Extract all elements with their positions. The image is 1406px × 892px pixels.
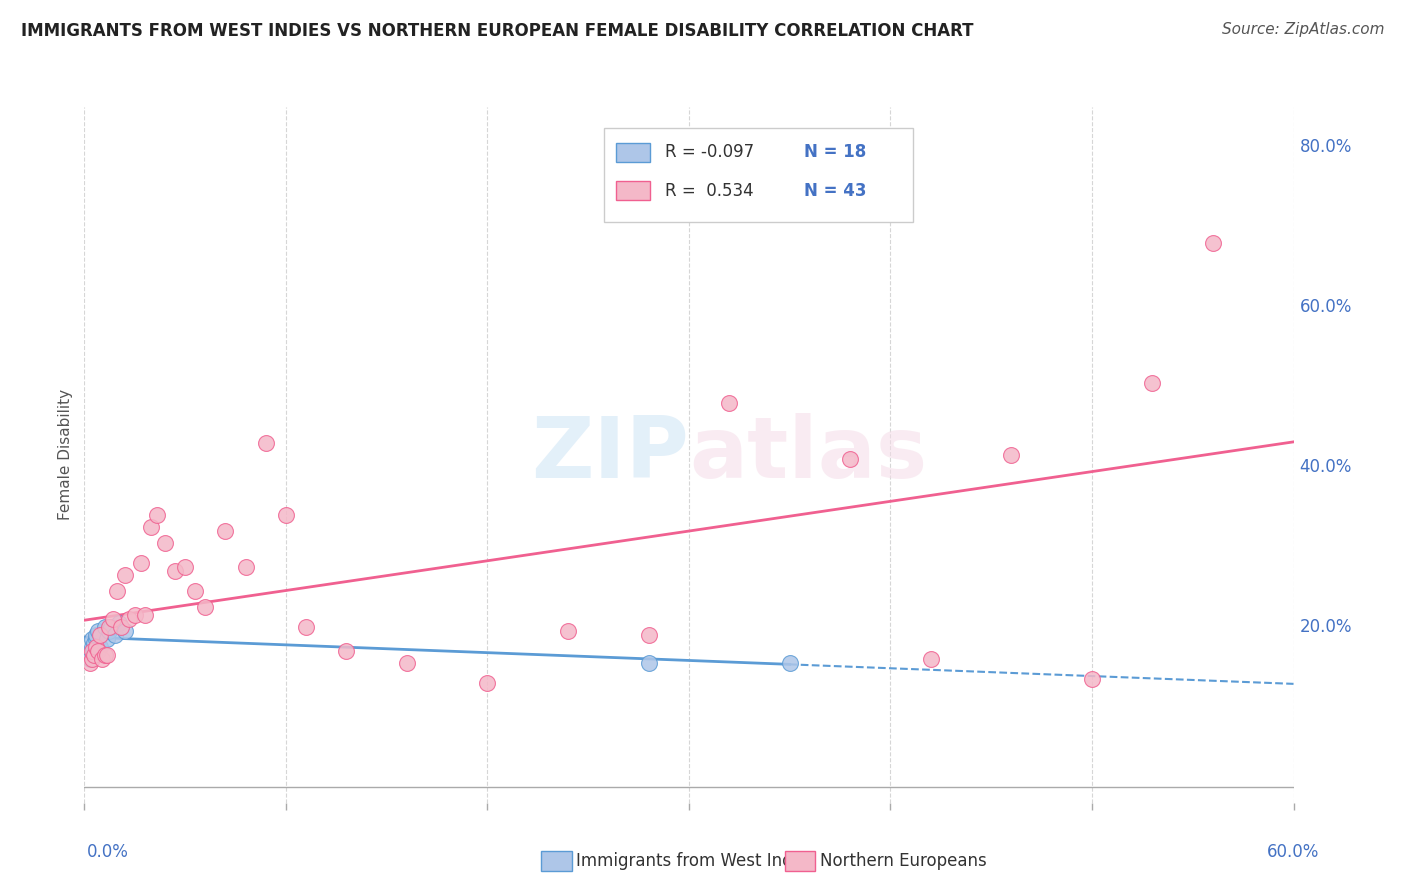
Point bbox=[89, 640, 111, 654]
Point bbox=[82, 640, 104, 654]
Point bbox=[395, 656, 418, 670]
Text: 60.0%: 60.0% bbox=[1299, 298, 1353, 316]
Text: 20.0%: 20.0% bbox=[1299, 618, 1353, 636]
Point bbox=[96, 632, 118, 646]
Text: Immigrants from West Indies: Immigrants from West Indies bbox=[576, 852, 817, 870]
Y-axis label: Female Disability: Female Disability bbox=[58, 389, 73, 521]
Point bbox=[79, 656, 101, 670]
Point bbox=[139, 520, 162, 534]
Point bbox=[110, 620, 132, 634]
Point bbox=[118, 612, 141, 626]
Point bbox=[920, 652, 942, 666]
Point bbox=[105, 583, 128, 598]
Point bbox=[1202, 235, 1225, 250]
Point bbox=[82, 644, 104, 658]
Point bbox=[184, 583, 207, 598]
Point bbox=[718, 396, 741, 410]
Point bbox=[83, 644, 105, 658]
Point bbox=[254, 436, 277, 450]
Point bbox=[93, 620, 115, 634]
Point bbox=[97, 624, 120, 638]
Text: ZIP: ZIP bbox=[531, 413, 689, 497]
Text: 40.0%: 40.0% bbox=[1299, 458, 1353, 476]
Text: R = -0.097: R = -0.097 bbox=[665, 144, 754, 161]
Bar bbox=[616, 143, 650, 162]
Point bbox=[82, 652, 104, 666]
Point bbox=[129, 556, 152, 570]
Text: 80.0%: 80.0% bbox=[1299, 138, 1353, 156]
Point bbox=[295, 620, 318, 634]
Point bbox=[79, 652, 101, 666]
Text: 0.0%: 0.0% bbox=[87, 843, 129, 861]
Point bbox=[779, 656, 801, 670]
FancyBboxPatch shape bbox=[605, 128, 912, 222]
Point bbox=[274, 508, 297, 522]
Point bbox=[83, 636, 105, 650]
Point bbox=[637, 628, 659, 642]
Point bbox=[335, 644, 357, 658]
Text: N = 43: N = 43 bbox=[804, 182, 866, 200]
Point bbox=[87, 644, 110, 658]
Point bbox=[86, 632, 108, 646]
Point bbox=[235, 560, 257, 574]
Bar bbox=[616, 181, 650, 201]
Point bbox=[477, 676, 499, 690]
Point bbox=[1142, 376, 1164, 390]
Point bbox=[1081, 672, 1104, 686]
Point bbox=[153, 536, 176, 550]
Point bbox=[100, 620, 122, 634]
Point bbox=[134, 607, 156, 622]
Point bbox=[194, 599, 217, 614]
Point bbox=[174, 560, 197, 574]
Text: IMMIGRANTS FROM WEST INDIES VS NORTHERN EUROPEAN FEMALE DISABILITY CORRELATION C: IMMIGRANTS FROM WEST INDIES VS NORTHERN … bbox=[21, 22, 973, 40]
Point bbox=[87, 624, 110, 638]
Point bbox=[165, 564, 187, 578]
Point bbox=[107, 615, 129, 630]
Point bbox=[1000, 448, 1022, 462]
Point bbox=[124, 607, 146, 622]
Point bbox=[101, 612, 124, 626]
Text: N = 18: N = 18 bbox=[804, 144, 866, 161]
Point bbox=[557, 624, 579, 638]
Point bbox=[114, 567, 136, 582]
Point bbox=[91, 652, 114, 666]
Point bbox=[86, 628, 108, 642]
Text: atlas: atlas bbox=[689, 413, 927, 497]
Point bbox=[97, 620, 120, 634]
Point bbox=[214, 524, 236, 538]
Point bbox=[114, 624, 136, 638]
Point bbox=[83, 648, 105, 662]
Point bbox=[89, 628, 111, 642]
Text: 60.0%: 60.0% bbox=[1267, 843, 1319, 861]
Point bbox=[104, 628, 127, 642]
Point bbox=[86, 640, 108, 654]
Point bbox=[82, 632, 104, 646]
Text: Northern Europeans: Northern Europeans bbox=[820, 852, 987, 870]
Text: Source: ZipAtlas.com: Source: ZipAtlas.com bbox=[1222, 22, 1385, 37]
Point bbox=[146, 508, 169, 522]
Point bbox=[637, 656, 659, 670]
Point bbox=[93, 648, 115, 662]
Point bbox=[96, 648, 118, 662]
Point bbox=[839, 451, 862, 466]
Text: R =  0.534: R = 0.534 bbox=[665, 182, 754, 200]
